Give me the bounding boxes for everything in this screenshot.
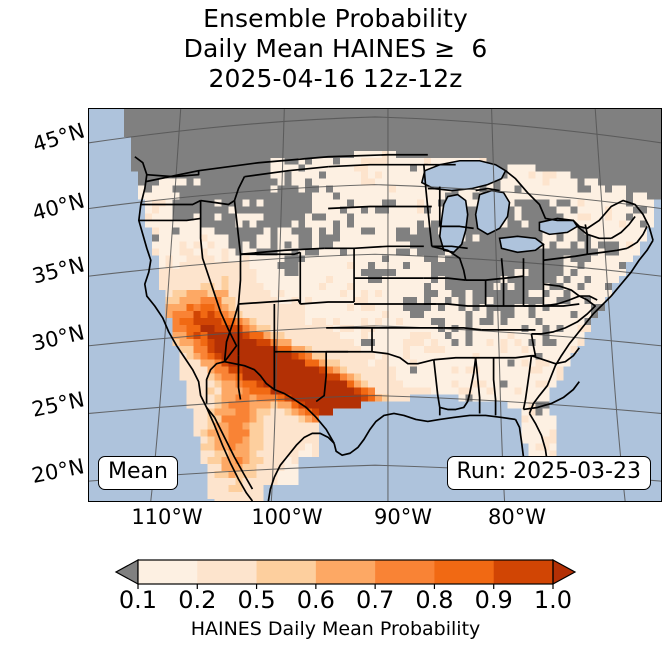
map-panel[interactable] — [88, 108, 662, 502]
title-line-2: Daily Mean HAINES ≥ 6 — [183, 34, 488, 63]
lon-tick-90W: 90°W — [374, 505, 432, 529]
lat-tick-30N: 30°N — [29, 320, 87, 356]
colorbar-under-arrow — [114, 558, 139, 586]
colorbar-tick-label-5: 0.8 — [415, 586, 454, 614]
colorbar-segment-1 — [197, 560, 258, 584]
probability-cells-b33005 — [200, 324, 362, 416]
lat-tick-45N: 45°N — [29, 118, 88, 157]
lat-tick-40N: 40°N — [29, 188, 88, 226]
model-run-label-box: Run: 2025-03-23 — [446, 456, 651, 490]
colorbar-swatches — [114, 558, 577, 589]
colorbar-tick-label-6: 0.9 — [474, 586, 513, 614]
borders-layer — [134, 153, 654, 501]
colorbar: HAINES Daily Mean Probability 0.1 0.2 0.5 0… — [0, 552, 671, 658]
probability-cells-f98335 — [172, 297, 375, 465]
figure-title: Ensemble Probability Daily Mean HAINES ≥… — [0, 4, 671, 94]
probability-cells-808080 — [123, 109, 661, 465]
colorbar-tick-label-0: 0.1 — [118, 586, 158, 614]
graticule-layer — [89, 109, 661, 501]
map-plot — [89, 109, 661, 501]
lon-tick-80W: 80°W — [488, 505, 546, 529]
colorbar-segment-6 — [493, 560, 554, 584]
colorbar-segment-4 — [375, 560, 435, 584]
lat-tick-20N: 20°N — [29, 454, 87, 488]
colorbar-segment-2 — [256, 560, 317, 584]
colorbar-segment-5 — [434, 560, 495, 584]
colorbar-tick-label-4: 0.7 — [356, 586, 395, 614]
colorbar-tick-label-1: 0.2 — [178, 586, 217, 614]
lon-tick-100W: 100°W — [251, 505, 323, 529]
probability-cells-fda864 — [165, 290, 382, 479]
title-line-1: Ensemble Probability — [203, 4, 468, 33]
colorbar-segment-3 — [315, 560, 376, 584]
colorbar-tick-label-7: 1.0 — [533, 586, 573, 614]
colorbar-title: HAINES Daily Mean Probability — [190, 618, 481, 640]
lat-tick-35N: 35°N — [29, 252, 87, 289]
colorbar-segment-0 — [138, 560, 198, 584]
colorbar-tick-label-2: 0.5 — [237, 586, 276, 614]
lat-tick-25N: 25°N — [29, 387, 87, 422]
colorbar-outline — [137, 559, 554, 585]
colorbar-over-arrow — [552, 558, 577, 586]
title-line-3: 2025-04-16 12z-12z — [208, 64, 463, 93]
lon-tick-110W: 110°W — [131, 505, 203, 529]
member-label-box: Mean — [98, 456, 178, 490]
colorbar-tick-label-3: 0.6 — [296, 586, 335, 614]
